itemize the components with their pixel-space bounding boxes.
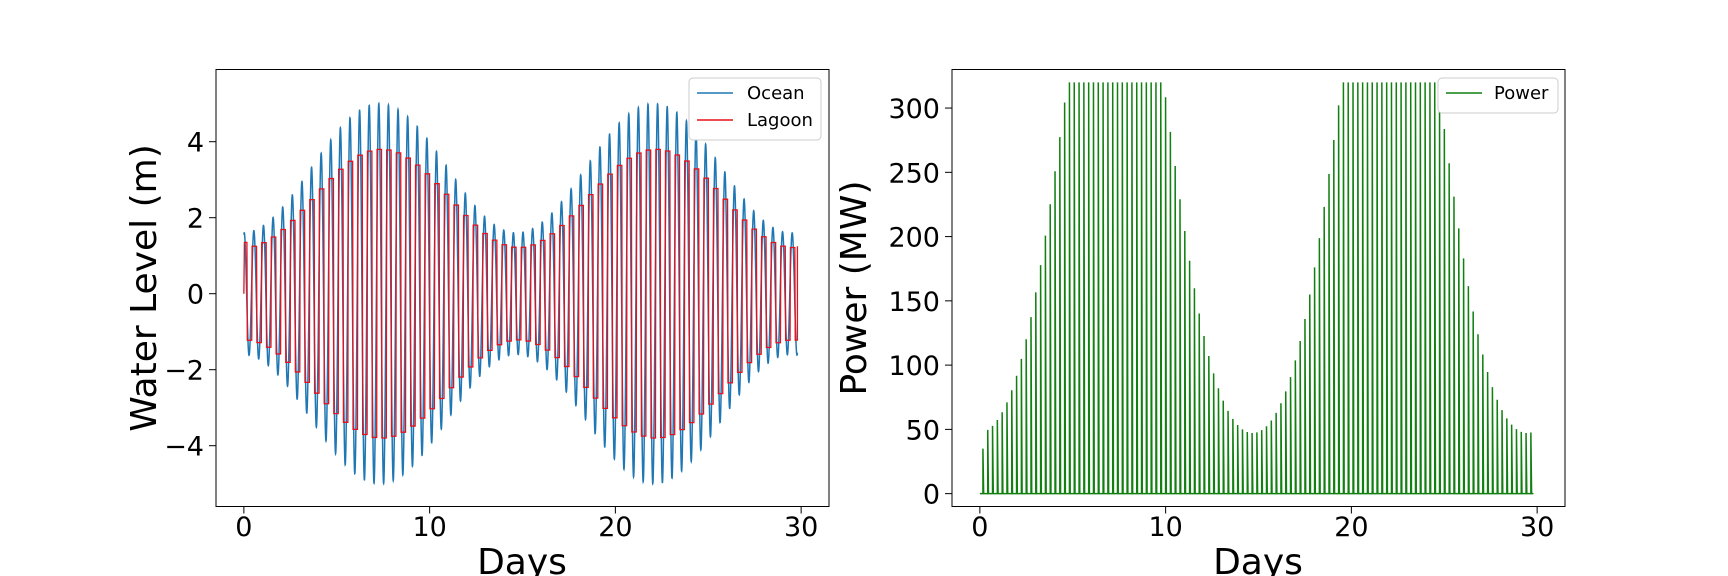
y-tick-label: −4 [164,432,204,463]
axes-frame-water-level [215,69,830,507]
y-tick-label: 150 [888,287,940,318]
x-axis-label-water-level: Days [477,542,567,576]
legend-power: Power [1437,77,1559,114]
y-tick-label: 2 [187,204,204,235]
x-tick-label: 20 [1334,512,1368,543]
chart-water-level: 0 10 20 30 −4 −2 0 2 4 Days Water Level (m) Oce… [124,69,830,576]
y-tick-label: 4 [187,128,204,159]
y-ticks-water-level: −4 −2 0 2 4 [164,128,216,463]
y-tick-label: 0 [923,480,940,511]
axes-frame-power [951,69,1566,507]
y-ticks-power: 0 50 100 150 200 250 300 [888,94,952,511]
x-ticks-water-level: 0 10 20 30 [235,506,818,543]
plot-area-power [979,82,1534,495]
y-tick-label: 250 [888,158,940,189]
x-tick-label: 20 [598,512,632,543]
series-line-lagoon [243,148,799,439]
x-tick-label: 30 [1520,512,1554,543]
x-tick-label: 10 [412,512,446,543]
y-tick-label: −2 [164,356,204,387]
y-tick-label: 50 [906,415,940,446]
y-tick-label: 0 [187,280,204,311]
series-line-power [979,82,1534,495]
x-tick-label: 10 [1148,512,1182,543]
legend-label-power: Power [1494,83,1549,104]
legend-box-power [1437,77,1559,114]
x-tick-label: 30 [784,512,818,543]
legend-label-lagoon: Lagoon [747,110,813,131]
legend-label-ocean: Ocean [747,83,805,104]
y-axis-label-water-level: Water Level (m) [124,144,165,432]
x-axis-label-power: Days [1213,542,1303,576]
y-tick-label: 200 [888,223,940,254]
legend-water-level: Ocean Lagoon [688,77,822,141]
x-tick-label: 0 [971,512,988,543]
y-tick-label: 100 [888,351,940,382]
chart-power: 0 10 20 30 0 50 100 150 200 250 300 Days Power (M… [834,69,1566,576]
plot-area-water-level [243,101,799,486]
x-tick-label: 0 [235,512,252,543]
x-ticks-power: 0 10 20 30 [971,506,1554,543]
y-axis-label-power: Power (MW) [834,180,875,395]
y-tick-label: 300 [888,94,940,125]
